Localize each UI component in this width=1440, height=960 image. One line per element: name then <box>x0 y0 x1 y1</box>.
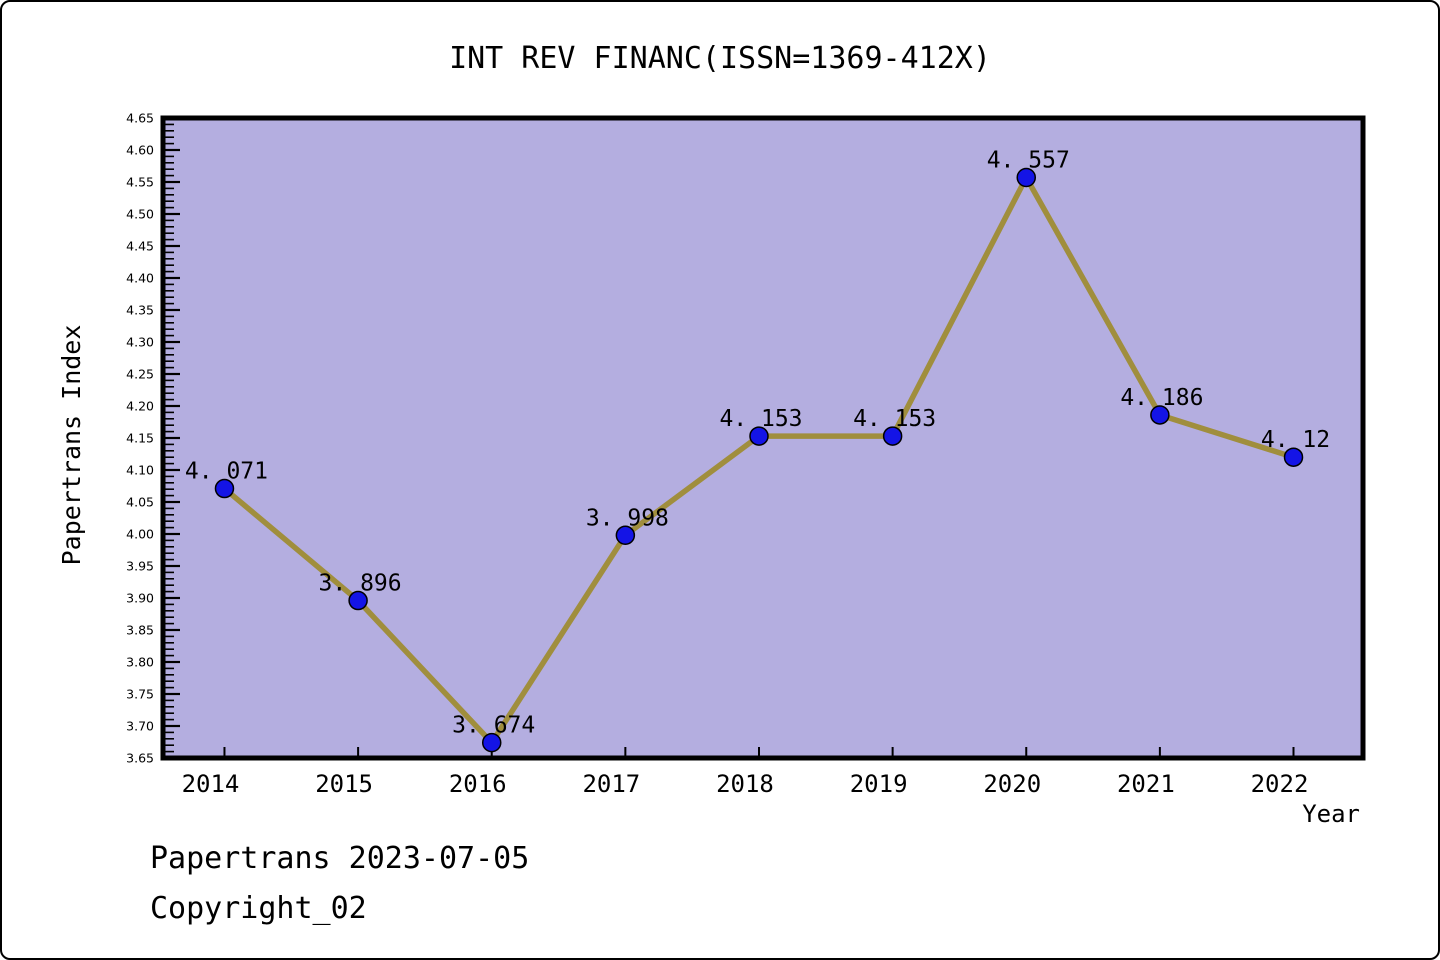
x-tick-label: 2019 <box>850 770 908 798</box>
data-point-label: 4. 12 <box>1261 427 1330 453</box>
data-point-label: 4. 153 <box>853 406 936 432</box>
data-points <box>214 167 1304 753</box>
y-tick-label: 4.60 <box>126 143 154 158</box>
data-point <box>214 478 235 499</box>
x-tick-label: 2021 <box>1117 770 1175 798</box>
x-tick-label: 2017 <box>582 770 640 798</box>
y-tick-label: 3.75 <box>126 687 154 702</box>
y-tick-label: 4.00 <box>126 527 154 542</box>
y-tick-label: 3.85 <box>126 623 154 638</box>
axis-ticks: 3.65 3.70 3.75 3.80 3.85 3.90 3.95 4.00 4.05 4.10… <box>126 111 1308 799</box>
data-point <box>749 426 769 446</box>
y-tick-label: 3.80 <box>126 655 154 670</box>
data-point <box>348 590 368 611</box>
data-point-label: 3. 674 <box>452 713 535 739</box>
y-tick-label: 4.40 <box>126 271 154 286</box>
data-point <box>1016 167 1037 188</box>
chart-title: INT REV FINANC(ISSN=1369-412X) <box>449 41 991 76</box>
y-tick-label: 4.45 <box>126 239 154 254</box>
y-tick-label: 4.55 <box>126 175 154 190</box>
data-point-labels: 4. 071 3. 896 3. 674 3. 998 4. 153 4. 153 4. 5… <box>185 148 1330 739</box>
data-point <box>882 426 903 446</box>
x-tick-label: 2020 <box>983 770 1041 798</box>
data-point-label: 4. 071 <box>185 459 268 485</box>
y-tick-label: 3.95 <box>126 559 154 574</box>
x-tick-label: 2016 <box>449 770 507 798</box>
y-tick-label: 4.30 <box>126 335 154 350</box>
data-point <box>481 732 502 753</box>
y-tick-label: 3.90 <box>126 591 154 606</box>
y-tick-label: 4.65 <box>126 111 154 126</box>
data-point <box>615 525 636 546</box>
y-tick-label: 3.70 <box>126 719 154 734</box>
x-tick-label: 2022 <box>1251 770 1309 798</box>
data-point-label: 3. 896 <box>319 571 402 597</box>
y-tick-label: 4.15 <box>126 431 154 446</box>
footer-source-date: Papertrans 2023-07-05 <box>150 841 529 876</box>
footer-copyright: Copyright_02 <box>150 891 367 926</box>
data-point-label: 4. 153 <box>719 406 802 432</box>
data-point <box>1283 447 1304 467</box>
y-tick-label: 4.10 <box>126 463 154 478</box>
x-tick-label: 2014 <box>182 770 240 798</box>
y-tick-label: 4.50 <box>126 207 154 222</box>
x-tick-label: 2018 <box>716 770 774 798</box>
y-tick-label: 4.05 <box>126 495 154 510</box>
y-tick-label: 4.25 <box>126 367 154 382</box>
x-axis-label: Year <box>1302 800 1360 828</box>
y-tick-label: 4.20 <box>126 399 154 414</box>
data-point-label: 4. 186 <box>1120 385 1203 411</box>
data-point-label: 3. 998 <box>586 505 669 531</box>
data-point-label: 4. 557 <box>987 148 1070 174</box>
x-tick-label: 2015 <box>315 770 373 798</box>
y-tick-label: 3.65 <box>126 751 154 766</box>
y-axis-label: Papertrans Index <box>57 325 86 566</box>
y-tick-label: 4.35 <box>126 303 154 318</box>
data-point <box>1150 405 1170 425</box>
